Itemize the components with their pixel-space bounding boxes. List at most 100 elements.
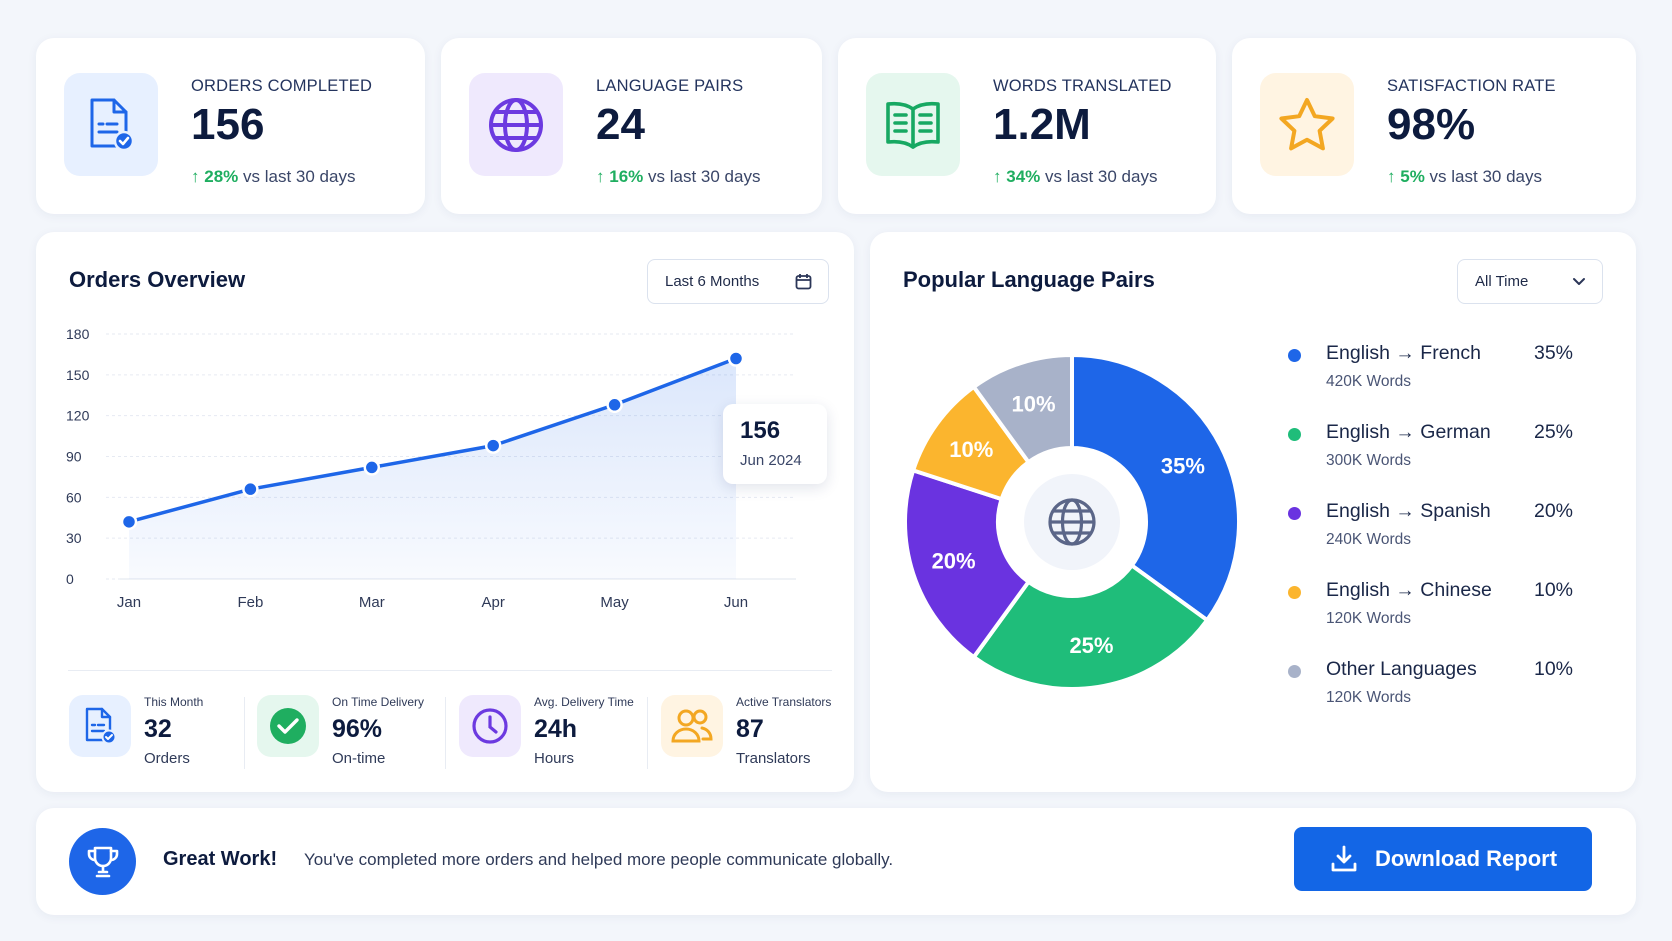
legend-item: English → Spanish 240K Words 20% [1288,496,1588,556]
donut-slice-label: 10% [949,437,993,462]
stat-label: LANGUAGE PAIRS [596,77,744,95]
mini-stat-value: 96% [332,715,383,743]
donut-slice-label: 20% [932,548,976,573]
legend-dot [1288,349,1301,362]
language-donut-chart: 35% 25% 20% 10% 10% [903,353,1241,691]
x-tick-label: Mar [359,594,385,611]
donut-slice-label: 35% [1161,453,1205,478]
donut-slice-0[interactable] [1070,353,1241,623]
stat-value: 98% [1387,100,1476,149]
mini-stats-row: This Month 32 Orders On Time Delivery 96… [69,687,839,787]
legend-name: English → Spanish [1326,500,1491,522]
stat-value: 156 [191,100,265,149]
legend-dot [1288,586,1301,599]
x-tick-label: Jun [724,594,748,611]
tooltip-date: Jun 2024 [740,452,802,469]
check-circle-icon [270,708,306,744]
users-icon [671,709,713,743]
arrow-up-icon: ↑ [191,167,200,186]
legend-name: English → French [1326,342,1481,364]
donut-slice-label: 25% [1069,633,1113,658]
legend-words: 420K Words [1326,373,1412,390]
mini-stat-unit: Orders [144,750,190,767]
period-select[interactable]: All Time [1457,259,1603,304]
data-point-mar[interactable] [363,459,381,476]
orders-area [129,358,736,579]
legend-item: English → Chinese 120K Words 10% [1288,575,1588,635]
arrow-up-icon: ↑ [596,167,605,186]
document-check-icon [85,707,117,745]
legend-words: 240K Words [1326,531,1412,548]
icon-box [459,695,521,757]
date-range-label: Last 6 Months [665,273,760,290]
stat-value: 1.2M [993,100,1091,149]
donut-slice-1[interactable] [971,563,1210,691]
orders-title: Orders Overview [69,267,246,292]
stat-card-satisfaction: SATISFACTION RATE 98% ↑ 5% vs last 30 da… [1232,38,1636,214]
mini-stat-translators: Active Translators 87 Translators [661,687,839,787]
pairs-title: Popular Language Pairs [903,267,1155,292]
mini-stat-unit: Translators [736,750,811,767]
y-tick-label: 120 [66,408,90,424]
orders-line-chart: 0 30 60 90 120 150 180 Jan Feb Mar Apr May Jun [66,326,796,611]
mini-stat-label: This Month [144,695,204,709]
book-icon [886,101,940,149]
mini-stat-unit: On-time [332,750,386,767]
donut-slice-4[interactable] [971,353,1074,465]
legend-name: English → Chinese [1326,579,1492,601]
data-point-jun[interactable] [727,350,745,367]
legend-pct: 25% [1533,421,1573,443]
y-tick-label: 60 [66,489,82,505]
legend-dot [1288,428,1301,441]
y-tick-label: 90 [66,449,82,465]
document-check-icon [90,98,135,151]
mini-stat-label: Avg. Delivery Time [534,695,634,709]
stat-change: ↑ 28% vs last 30 days [191,167,356,186]
date-range-select[interactable]: Last 6 Months [647,259,829,304]
x-tick-label: Apr [482,594,505,611]
y-tick-label: 180 [66,326,90,342]
icon-box [64,73,158,176]
stat-label: ORDERS COMPLETED [191,77,373,95]
chevron-down-icon [1573,278,1585,285]
star-icon [1279,97,1335,150]
x-tick-label: Feb [237,594,263,611]
y-tick-label: 0 [66,571,74,587]
icon-box [1260,73,1354,176]
mini-stat-value: 32 [144,715,172,743]
mini-stat-value: 24h [534,715,578,743]
legend-name: English → German [1326,421,1491,443]
stat-value: 24 [596,100,645,149]
legend-item: English → French 420K Words 35% [1288,338,1588,398]
donut-slice-2[interactable] [903,468,1031,660]
y-tick-label: 30 [66,530,82,546]
stat-change: ↑ 5% vs last 30 days [1387,167,1542,186]
arrow-up-icon: ↑ [993,167,1002,186]
mini-stat-this-month: This Month 32 Orders [69,687,239,787]
download-report-button[interactable]: Download Report [1294,827,1592,891]
download-icon [1331,845,1357,872]
clock-icon [472,708,508,744]
data-point-may[interactable] [606,396,623,414]
data-point-feb[interactable] [242,480,259,498]
y-tick-label: 150 [66,367,90,383]
legend-item: English → German 300K Words 25% [1288,417,1588,477]
data-point-jan[interactable] [120,513,138,531]
data-point-apr[interactable] [484,437,502,454]
stat-change: ↑ 34% vs last 30 days [993,167,1158,186]
icon-box [661,695,723,757]
tooltip-value: 156 [740,417,781,444]
divider [647,697,648,769]
legend-pct: 20% [1533,500,1573,522]
trophy-icon [87,846,118,877]
legend-words: 120K Words [1326,610,1412,627]
great-work-banner: Great Work! You've completed more orders… [36,808,1636,915]
icon-box [469,73,563,176]
mini-stat-label: Active Translators [736,695,832,709]
legend-name: Other Languages [1326,658,1477,680]
legend-words: 120K Words [1326,689,1412,706]
download-report-label: Download Report [1374,846,1558,871]
x-tick-label: May [600,594,629,611]
mini-stat-on-time: On Time Delivery 96% On-time [257,687,437,787]
legend-item: Other Languages 120K Words 10% [1288,654,1588,714]
